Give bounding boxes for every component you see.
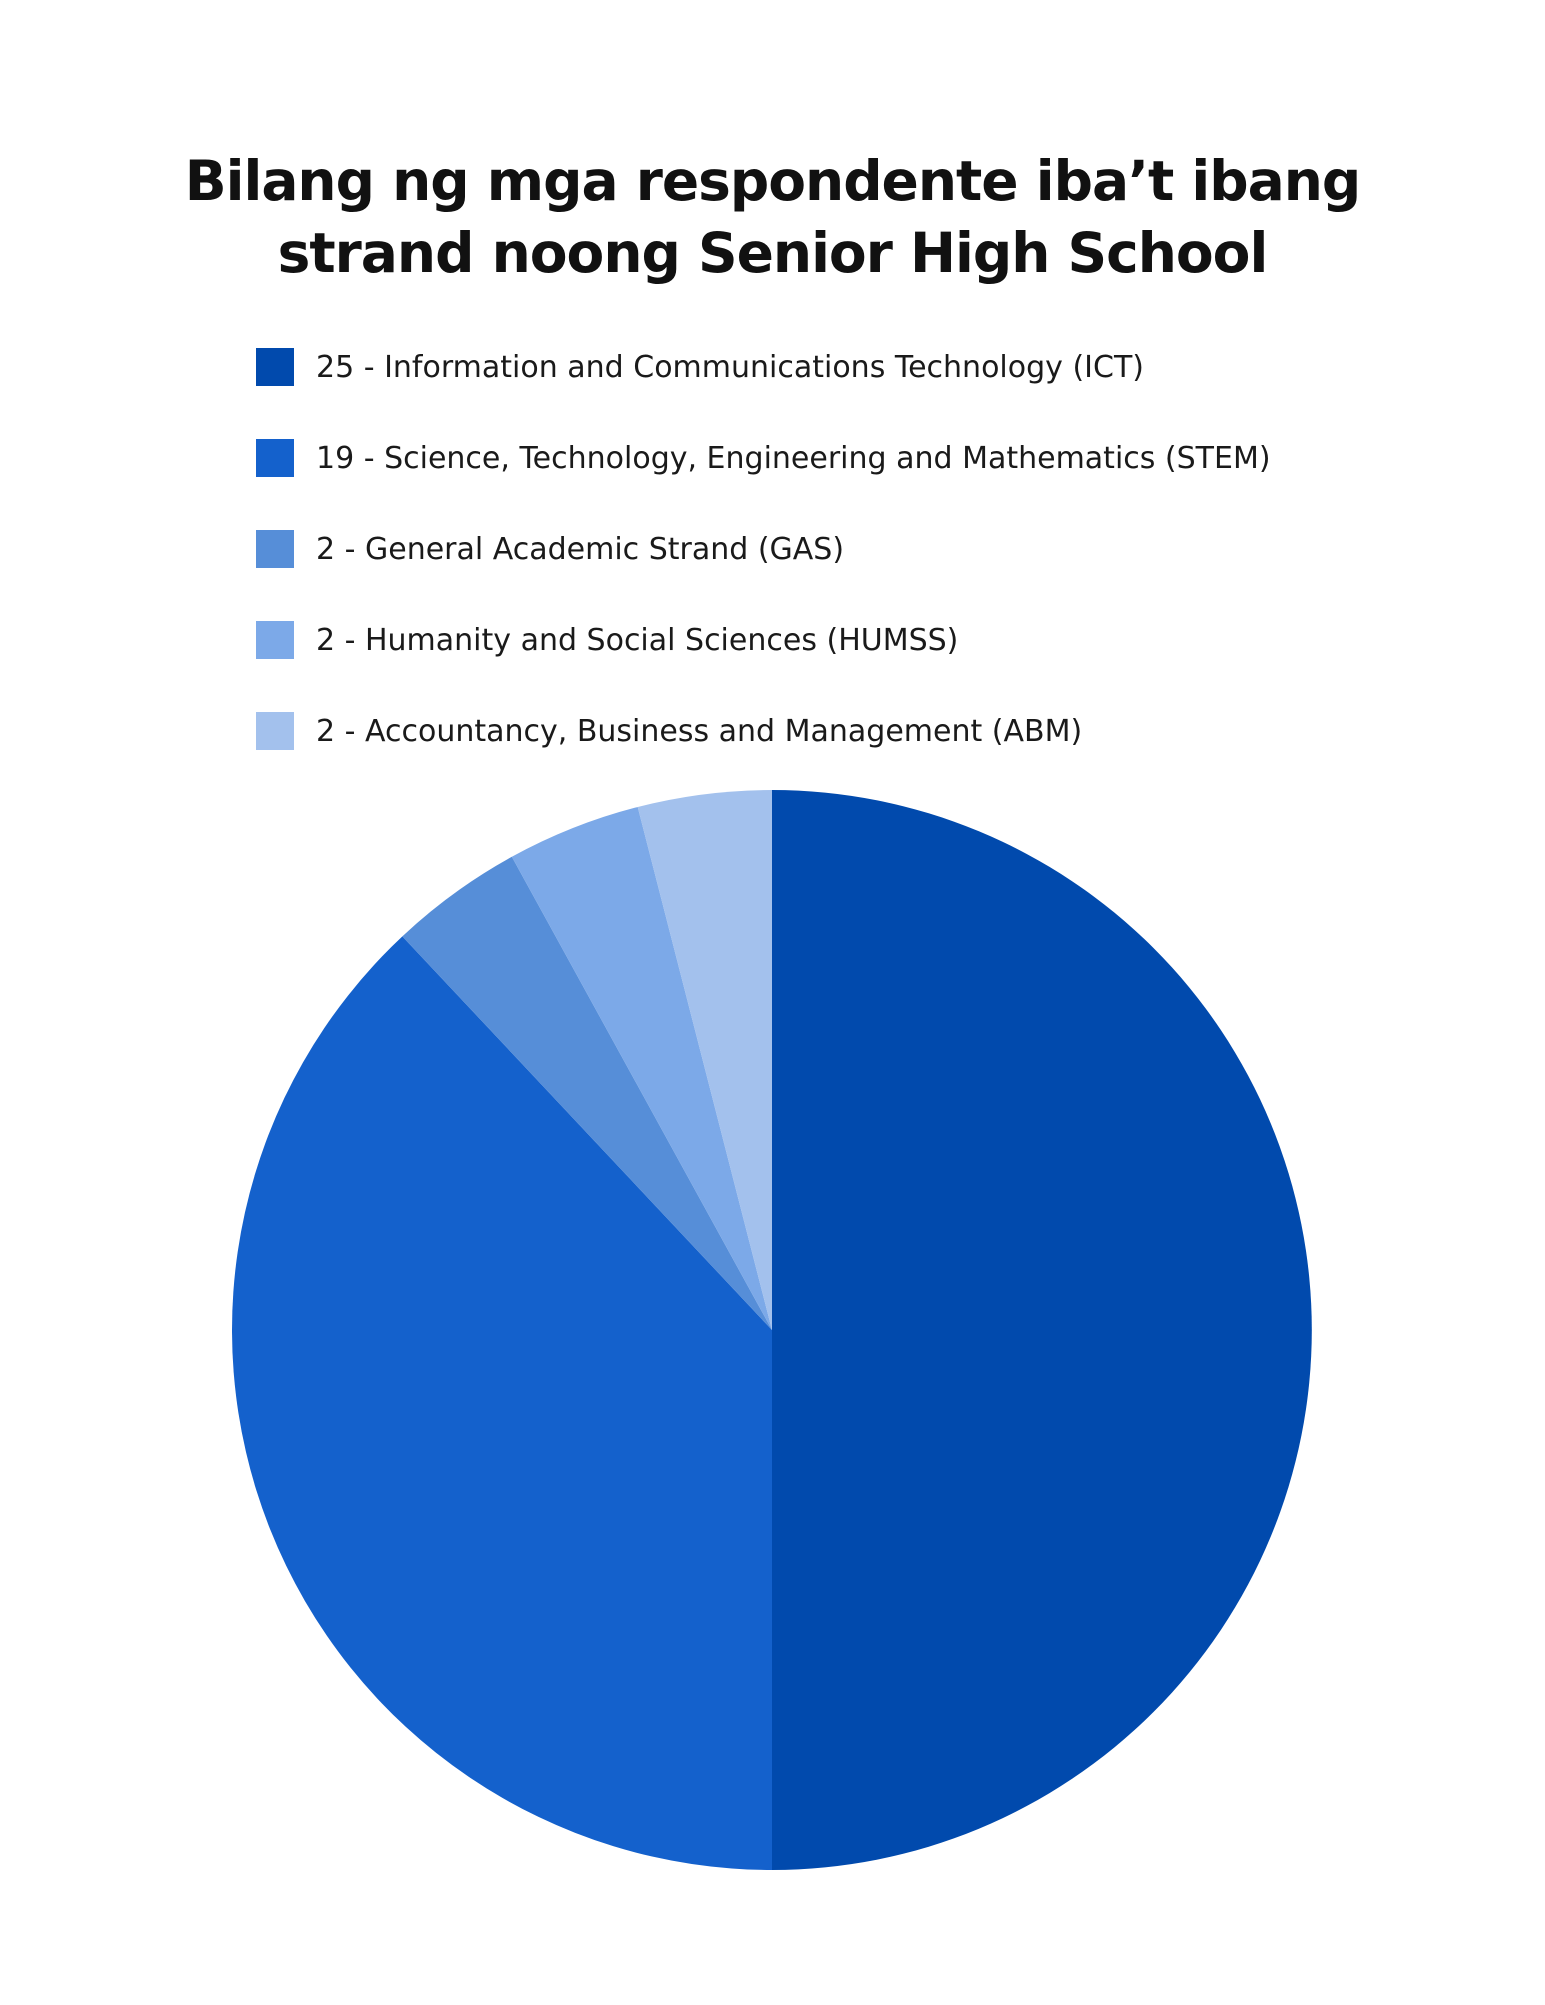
legend-item-stem: 19 - Science, Technology, Engineering an… xyxy=(256,439,1271,477)
legend-item-ict: 25 - Information and Communications Tech… xyxy=(256,348,1271,386)
chart-title-line-1: Bilang ng mga respondente iba’t ibang xyxy=(184,149,1362,213)
legend-label-gas: 2 - General Academic Strand (GAS) xyxy=(316,531,845,567)
legend-swatch-gas xyxy=(256,530,294,568)
chart-legend: 25 - Information and Communications Tech… xyxy=(256,348,1271,803)
pie-slice-ict xyxy=(772,790,1312,1870)
pie-slice-stem xyxy=(232,936,773,1870)
pie-slice-humss xyxy=(511,806,772,1330)
legend-item-humss: 2 - Humanity and Social Sciences (HUMSS) xyxy=(256,621,1271,659)
legend-label-stem: 19 - Science, Technology, Engineering an… xyxy=(316,440,1271,476)
pie-slice-abm xyxy=(637,790,772,1330)
chart-title-line-2: strand noong Senior High School xyxy=(277,221,1269,285)
legend-swatch-abm xyxy=(256,712,294,750)
legend-label-humss: 2 - Humanity and Social Sciences (HUMSS) xyxy=(316,622,959,658)
pie-slice-gas xyxy=(402,856,772,1330)
legend-label-abm: 2 - Accountancy, Business and Management… xyxy=(316,713,1083,749)
legend-swatch-stem xyxy=(256,439,294,477)
legend-item-abm: 2 - Accountancy, Business and Management… xyxy=(256,712,1271,750)
legend-swatch-humss xyxy=(256,621,294,659)
legend-item-gas: 2 - General Academic Strand (GAS) xyxy=(256,530,1271,568)
legend-label-ict: 25 - Information and Communications Tech… xyxy=(316,349,1144,385)
chart-title: Bilang ng mga respondente iba’t ibang st… xyxy=(0,145,1545,289)
legend-swatch-ict xyxy=(256,348,294,386)
